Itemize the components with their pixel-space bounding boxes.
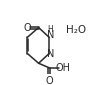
Text: O: O bbox=[23, 23, 31, 33]
Text: H: H bbox=[48, 25, 53, 33]
Text: N: N bbox=[47, 49, 54, 59]
Text: H₂O: H₂O bbox=[66, 25, 86, 35]
Text: O: O bbox=[45, 76, 53, 85]
Text: OH: OH bbox=[55, 63, 70, 73]
Text: N: N bbox=[47, 30, 54, 40]
